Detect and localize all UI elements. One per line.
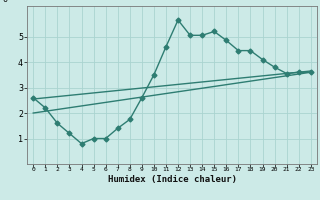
Text: 6: 6: [3, 0, 8, 4]
X-axis label: Humidex (Indice chaleur): Humidex (Indice chaleur): [108, 175, 236, 184]
